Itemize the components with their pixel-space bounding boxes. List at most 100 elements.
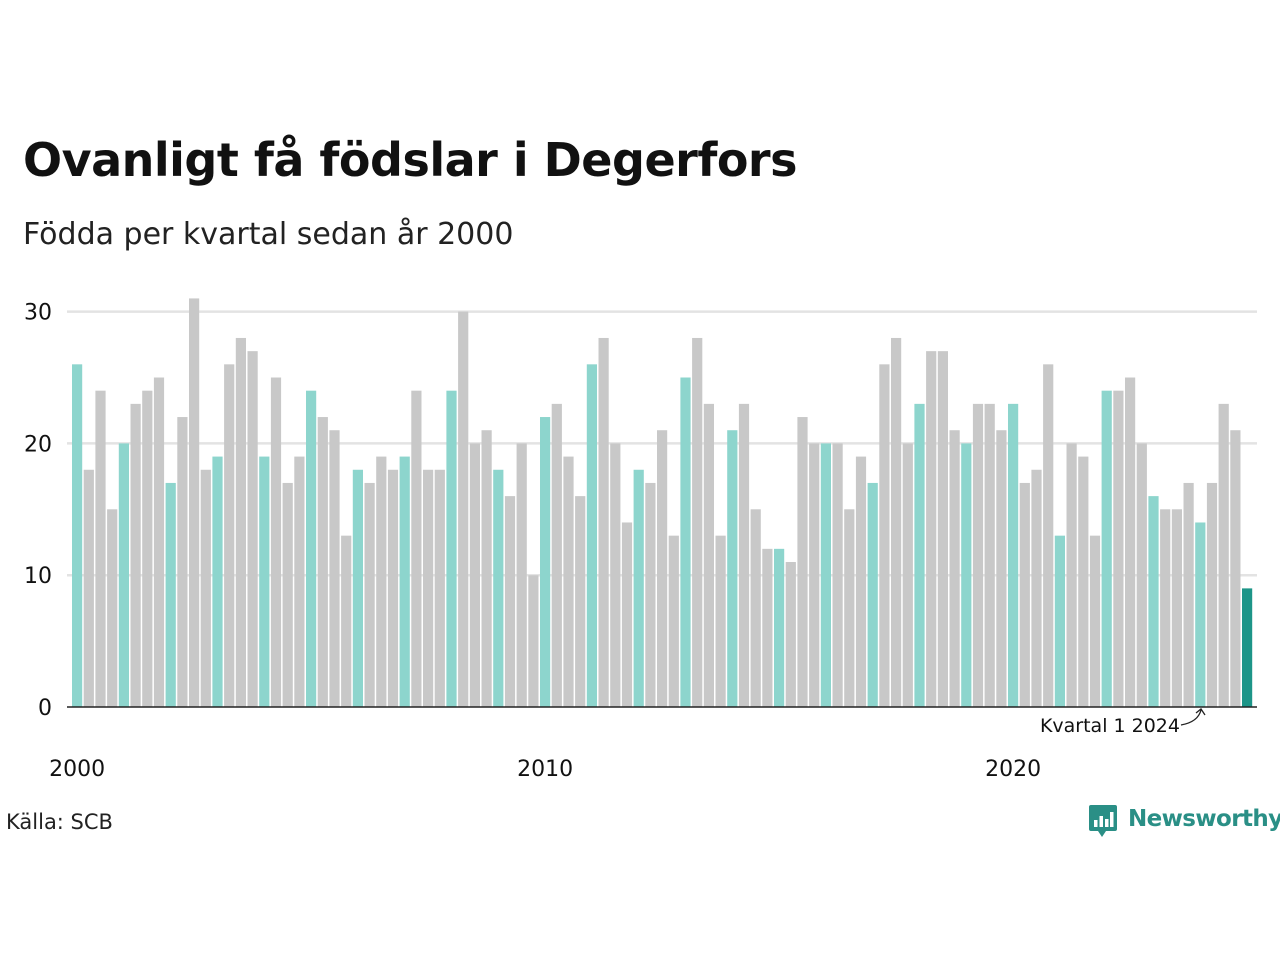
bar xyxy=(165,482,176,707)
bar xyxy=(727,430,738,707)
bar xyxy=(458,311,469,707)
bar xyxy=(493,469,504,707)
bar xyxy=(259,456,270,707)
bar xyxy=(83,469,94,707)
bar xyxy=(1160,509,1171,707)
bar xyxy=(352,469,363,707)
bar xyxy=(399,456,410,707)
bar xyxy=(996,430,1007,707)
bar xyxy=(645,482,656,707)
bar xyxy=(364,482,375,707)
bar xyxy=(680,377,691,707)
bar xyxy=(235,337,246,707)
bar xyxy=(961,443,972,707)
bar xyxy=(1125,377,1136,707)
bar xyxy=(551,403,562,707)
bar xyxy=(423,469,434,707)
bar xyxy=(1242,588,1253,707)
bar xyxy=(341,535,352,707)
bar xyxy=(972,403,984,707)
bar xyxy=(797,417,808,707)
bar xyxy=(1054,535,1065,707)
bar xyxy=(1183,482,1194,707)
bar xyxy=(247,351,258,707)
bar xyxy=(434,469,445,707)
bar xyxy=(1206,482,1218,707)
bar xyxy=(376,456,387,707)
bar xyxy=(621,522,633,707)
bar xyxy=(1043,364,1054,707)
bar xyxy=(1066,443,1077,707)
bar xyxy=(130,403,141,707)
bar xyxy=(715,535,726,707)
bar xyxy=(657,430,668,707)
bar xyxy=(516,443,527,707)
x-tick-label: 2000 xyxy=(49,757,105,782)
bar xyxy=(540,417,551,707)
bar xyxy=(879,364,890,707)
y-tick-label: 20 xyxy=(24,432,52,457)
y-tick-labels: 0 10 20 30 xyxy=(24,301,52,721)
y-tick-label: 30 xyxy=(24,301,52,326)
bar xyxy=(1218,403,1229,707)
bar xyxy=(750,509,761,707)
bar xyxy=(224,364,235,707)
bar-chart: 0 10 20 30 2000 2010 2020 Kvartal 1 2024 xyxy=(24,298,1257,782)
bar xyxy=(926,351,937,707)
bar xyxy=(1148,496,1159,707)
bar xyxy=(575,496,586,707)
bar xyxy=(528,575,539,707)
bars xyxy=(72,298,1253,707)
annotation-label: Kvartal 1 2024 xyxy=(1040,715,1180,737)
chart-subtitle: Födda per kvartal sedan år 2000 xyxy=(23,217,514,252)
y-tick-label: 10 xyxy=(24,564,52,589)
bar xyxy=(107,509,118,707)
bar xyxy=(867,482,878,707)
bar xyxy=(1019,482,1030,707)
chart-title: Ovanligt få födslar i Degerfors xyxy=(23,133,798,187)
bar xyxy=(855,456,867,707)
bar xyxy=(937,351,948,707)
bar xyxy=(809,443,820,707)
bar xyxy=(411,390,422,707)
bar xyxy=(692,337,703,707)
bar xyxy=(1136,443,1147,707)
bar xyxy=(774,548,785,707)
bar xyxy=(504,496,516,707)
bar xyxy=(668,535,679,707)
bar xyxy=(329,430,340,707)
bar xyxy=(1101,390,1112,707)
source-credit: Källa: SCB xyxy=(6,810,113,834)
bar xyxy=(294,456,305,707)
bar xyxy=(469,443,480,707)
annotation-arrow xyxy=(1180,708,1206,726)
bar xyxy=(914,403,925,707)
bar xyxy=(446,390,457,707)
bar xyxy=(118,443,129,707)
bar xyxy=(142,390,153,707)
bar xyxy=(270,377,282,707)
bar xyxy=(984,403,995,707)
brand-name: Newsworthy xyxy=(1128,806,1280,832)
bar xyxy=(1195,522,1206,707)
bar xyxy=(1031,469,1042,707)
y-tick-label: 0 xyxy=(38,696,52,721)
bar xyxy=(1171,509,1182,707)
bar xyxy=(762,548,773,707)
bar xyxy=(785,562,796,707)
bar xyxy=(177,417,188,707)
bar xyxy=(703,403,714,707)
bar xyxy=(610,443,621,707)
bar xyxy=(1230,430,1241,707)
bar xyxy=(902,443,913,707)
bar xyxy=(387,469,399,707)
bar xyxy=(1089,535,1101,707)
bar xyxy=(738,403,750,707)
bar xyxy=(949,430,960,707)
bar xyxy=(200,469,211,707)
bar xyxy=(1078,456,1089,707)
bar xyxy=(189,298,200,707)
bar xyxy=(844,509,855,707)
x-tick-labels: 2000 2010 2020 xyxy=(49,757,1041,782)
x-tick-label: 2020 xyxy=(985,757,1041,782)
